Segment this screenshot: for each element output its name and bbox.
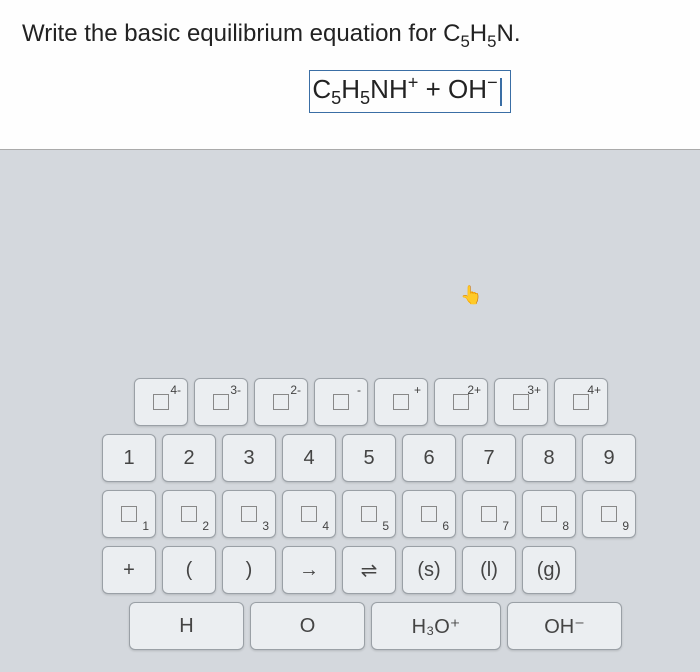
key-button[interactable]: (s) xyxy=(402,546,456,594)
key-button[interactable]: ) xyxy=(222,546,276,594)
key-button[interactable]: → xyxy=(282,546,336,594)
prompt-compound: C5H5N. xyxy=(443,20,520,47)
key-button[interactable]: ( xyxy=(162,546,216,594)
question-prompt: Write the basic equilibrium equation for… xyxy=(22,20,678,52)
answer-content: C5H5NH+ + OH− xyxy=(312,74,497,104)
key-button[interactable]: + xyxy=(102,546,156,594)
key-row-numbers: 123456789 xyxy=(4,434,696,482)
key-button[interactable]: 4- xyxy=(134,378,188,426)
key-button[interactable]: 3+ xyxy=(494,378,548,426)
question-panel: Write the basic equilibrium equation for… xyxy=(0,0,700,150)
key-button[interactable]: (g) xyxy=(522,546,576,594)
key-button[interactable]: H₃O⁺ xyxy=(371,602,501,650)
key-button[interactable]: 2 xyxy=(162,434,216,482)
key-button[interactable]: 6 xyxy=(402,434,456,482)
key-button[interactable]: 2 xyxy=(162,490,216,538)
key-row-species: HOH₃O⁺OH⁻ xyxy=(4,602,696,650)
key-button[interactable]: + xyxy=(374,378,428,426)
key-button[interactable]: H xyxy=(129,602,244,650)
key-button[interactable]: 7 xyxy=(462,490,516,538)
key-row-symbols: +()→⇌(s)(l)(g) xyxy=(4,546,696,594)
text-cursor xyxy=(500,78,502,106)
key-button[interactable]: 9 xyxy=(582,434,636,482)
key-row-superscripts: 4-3-2--+2+3+4+ xyxy=(4,378,696,426)
key-button[interactable]: ⇌ xyxy=(342,546,396,594)
key-button[interactable]: 7 xyxy=(462,434,516,482)
key-button[interactable]: 8 xyxy=(522,490,576,538)
key-button[interactable]: 2- xyxy=(254,378,308,426)
prompt-prefix: Write the basic equilibrium equation for xyxy=(22,20,443,47)
hand-cursor-icon: 👆 xyxy=(460,285,482,306)
key-button[interactable]: 2+ xyxy=(434,378,488,426)
answer-line: C5H5NH+ + OH− xyxy=(22,70,678,113)
key-button[interactable]: 9 xyxy=(582,490,636,538)
key-button[interactable]: - xyxy=(314,378,368,426)
key-button[interactable]: 3 xyxy=(222,490,276,538)
key-button[interactable]: 5 xyxy=(342,434,396,482)
key-button[interactable]: (l) xyxy=(462,546,516,594)
key-button[interactable]: O xyxy=(250,602,365,650)
key-button[interactable]: 8 xyxy=(522,434,576,482)
key-button[interactable]: OH⁻ xyxy=(507,602,622,650)
key-row-subscripts: 123456789 xyxy=(4,490,696,538)
key-button[interactable]: 1 xyxy=(102,434,156,482)
key-button[interactable]: 3 xyxy=(222,434,276,482)
equation-keyboard: 4-3-2--+2+3+4+ 123456789 123456789 +()→⇌… xyxy=(0,370,700,650)
key-button[interactable]: 6 xyxy=(402,490,456,538)
key-button[interactable]: 4 xyxy=(282,490,336,538)
workspace: 👆 xyxy=(0,150,700,370)
key-button[interactable]: 5 xyxy=(342,490,396,538)
key-button[interactable]: 1 xyxy=(102,490,156,538)
key-button[interactable]: 4+ xyxy=(554,378,608,426)
answer-input[interactable]: C5H5NH+ + OH− xyxy=(309,70,510,113)
key-button[interactable]: 4 xyxy=(282,434,336,482)
key-button[interactable]: 3- xyxy=(194,378,248,426)
